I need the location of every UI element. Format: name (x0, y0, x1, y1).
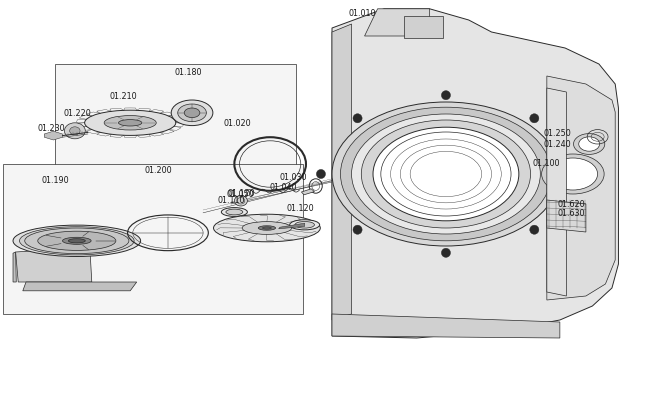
Ellipse shape (62, 237, 91, 244)
Text: 01.220: 01.220 (64, 109, 92, 118)
Polygon shape (55, 64, 296, 176)
Ellipse shape (178, 104, 206, 122)
Ellipse shape (332, 102, 560, 246)
Ellipse shape (64, 123, 85, 139)
Polygon shape (365, 9, 430, 36)
Polygon shape (3, 164, 303, 314)
Ellipse shape (340, 107, 551, 241)
Ellipse shape (171, 100, 213, 126)
Polygon shape (44, 131, 62, 140)
Ellipse shape (38, 231, 116, 250)
Ellipse shape (25, 228, 129, 254)
Text: 01.040: 01.040 (270, 183, 297, 192)
Ellipse shape (548, 158, 598, 190)
Circle shape (566, 170, 575, 178)
Text: 01.200: 01.200 (145, 166, 172, 175)
Ellipse shape (258, 226, 275, 230)
Text: 01.180: 01.180 (174, 68, 202, 77)
Circle shape (353, 225, 362, 234)
Ellipse shape (85, 110, 176, 135)
Text: 01.030: 01.030 (280, 173, 307, 182)
Ellipse shape (234, 196, 247, 206)
Ellipse shape (184, 108, 200, 118)
Ellipse shape (373, 127, 519, 221)
Text: 01.230: 01.230 (38, 124, 65, 133)
Ellipse shape (68, 239, 85, 243)
Text: 01.250: 01.250 (544, 129, 572, 138)
Text: 01.240: 01.240 (544, 140, 571, 149)
Polygon shape (547, 88, 566, 296)
Text: 01.630: 01.630 (557, 209, 585, 218)
Ellipse shape (574, 134, 605, 154)
Polygon shape (332, 24, 352, 320)
Ellipse shape (20, 227, 134, 255)
Ellipse shape (118, 120, 142, 126)
Circle shape (316, 170, 326, 178)
Polygon shape (16, 247, 92, 282)
Circle shape (441, 248, 450, 257)
Circle shape (530, 114, 539, 123)
Text: 01.120: 01.120 (286, 204, 314, 213)
Polygon shape (332, 314, 560, 338)
Polygon shape (23, 282, 137, 291)
Ellipse shape (542, 154, 604, 194)
Circle shape (441, 91, 450, 100)
Text: 01.110: 01.110 (217, 196, 245, 205)
Text: 01.020: 01.020 (224, 119, 251, 128)
Ellipse shape (104, 116, 156, 130)
Polygon shape (301, 189, 314, 195)
Text: 01.010: 01.010 (348, 9, 376, 18)
Ellipse shape (381, 132, 511, 216)
Text: 01.050: 01.050 (227, 190, 254, 199)
Ellipse shape (70, 127, 80, 135)
Text: 01.190: 01.190 (42, 176, 69, 185)
Circle shape (353, 114, 362, 123)
Ellipse shape (352, 114, 540, 234)
Ellipse shape (361, 120, 531, 228)
Circle shape (530, 225, 539, 234)
Ellipse shape (295, 222, 314, 228)
Text: 01.210: 01.210 (109, 92, 137, 101)
Ellipse shape (226, 209, 243, 215)
Ellipse shape (214, 214, 320, 242)
Ellipse shape (221, 208, 247, 216)
Text: 01.100: 01.100 (533, 159, 560, 168)
Ellipse shape (262, 227, 271, 229)
Ellipse shape (579, 137, 600, 151)
Text: 01.620: 01.620 (557, 200, 585, 209)
Ellipse shape (242, 222, 292, 234)
Polygon shape (332, 9, 618, 338)
Ellipse shape (290, 220, 320, 230)
Polygon shape (404, 16, 443, 38)
Polygon shape (547, 76, 615, 300)
Ellipse shape (13, 225, 141, 256)
Polygon shape (13, 252, 16, 282)
Polygon shape (547, 200, 586, 232)
Polygon shape (279, 223, 305, 229)
Text: 01.120: 01.120 (228, 189, 255, 198)
